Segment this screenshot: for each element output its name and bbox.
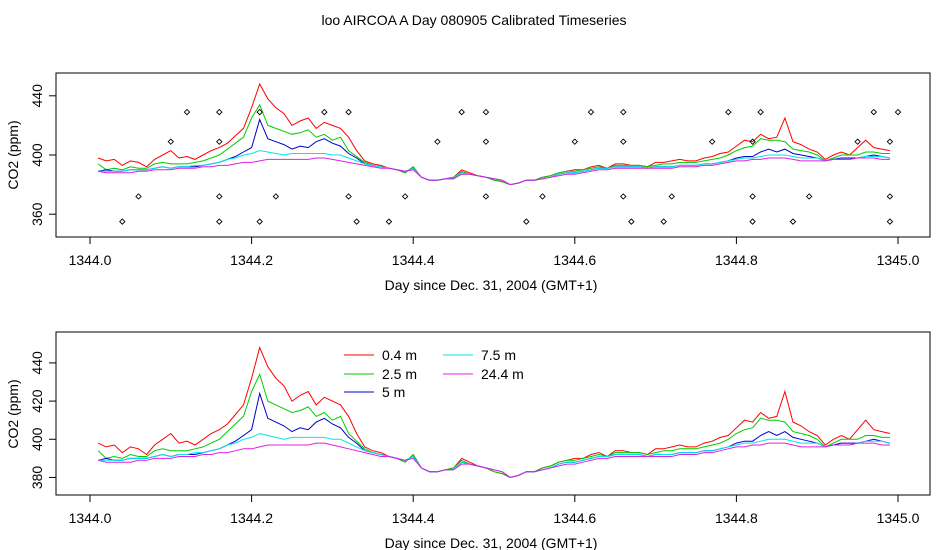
diamond-marker (256, 218, 263, 225)
diamond-marker (620, 138, 627, 145)
top-panel: 1344.0 1344.2 1344.4 1344.6 1344.8 1345.0 360… (5, 72, 931, 293)
y-tick-label: 440 (29, 351, 45, 375)
diamond-marker (628, 218, 635, 225)
diamond-marker (345, 108, 352, 116)
diamond-marker (749, 138, 756, 145)
series-line-2-5-m (97, 373, 890, 479)
x-tick-label: 1344.2 (230, 252, 273, 268)
diamond-marker (135, 193, 142, 200)
bottom-y-axis-label: CO2 (ppm) (5, 379, 21, 448)
diamond-marker (482, 193, 490, 200)
diamond-marker (886, 138, 894, 145)
series-line-5-m (98, 118, 890, 186)
y-tick-label: 400 (29, 427, 45, 451)
diamond-marker (216, 193, 223, 200)
diamond-marker (216, 138, 223, 145)
y-tick-label: 360 (29, 202, 45, 226)
top-x-axis-label: Day since Dec. 31, 2004 (GMT+1) (385, 277, 598, 293)
figure-title: loo AIRCOA A Day 080905 Calibrated Times… (321, 12, 626, 28)
diamond-marker (119, 218, 126, 225)
y-tick-label: 440 (29, 84, 45, 108)
diamond-marker (167, 138, 175, 145)
x-tick-label: 1345.0 (877, 510, 920, 526)
x-tick-label: 1344.8 (715, 252, 758, 268)
series-line-24-4-m (98, 157, 890, 186)
top-diamond-markers (119, 108, 902, 225)
series-line-24-4-m (97, 442, 890, 479)
top-y-axis-label: CO2 (ppm) (5, 120, 21, 189)
diamond-marker (620, 193, 627, 200)
bottom-panel: 1344.0 1344.2 1344.4 1344.6 1344.8 1345.0 380… (5, 331, 931, 550)
diamond-marker (749, 193, 756, 200)
diamond-marker (660, 218, 667, 225)
diamond-marker (272, 193, 280, 200)
diamond-marker (749, 218, 756, 225)
series-line-0-4-m (97, 82, 890, 186)
legend: 0.4 m 2.5 m 5 m 7.5 m 24.4 m (344, 347, 524, 400)
x-tick-label: 1344.2 (230, 510, 273, 526)
diamond-marker (539, 193, 546, 200)
bottom-plot-frame (55, 331, 931, 496)
x-tick-label: 1344.0 (69, 510, 112, 526)
diamond-marker (523, 218, 530, 225)
diamond-marker (321, 108, 328, 116)
legend-label: 2.5 m (382, 366, 417, 382)
diamond-marker (571, 138, 579, 145)
y-tick-label: 400 (29, 143, 45, 167)
diamond-marker (789, 218, 797, 225)
y-tick-label: 380 (29, 466, 45, 490)
diamond-marker (385, 218, 393, 225)
diamond-marker (183, 108, 191, 116)
diamond-marker (870, 108, 877, 116)
diamond-marker (725, 108, 732, 116)
diamond-marker (482, 108, 490, 116)
diamond-marker (894, 108, 902, 116)
legend-label: 7.5 m (481, 347, 516, 363)
diamond-marker (401, 193, 409, 200)
diamond-marker (434, 138, 441, 145)
x-tick-label: 1344.0 (69, 252, 112, 268)
legend-label: 24.4 m (481, 366, 524, 382)
x-tick-label: 1344.4 (392, 510, 435, 526)
top-x-axis: 1344.0 1344.2 1344.4 1344.6 1344.8 1345.0 (69, 237, 920, 268)
bottom-series-lines (97, 346, 891, 479)
diamond-marker (886, 218, 894, 225)
diamond-marker (345, 193, 352, 200)
series-line-2-5-m (97, 103, 890, 186)
diamond-marker (620, 108, 627, 116)
diamond-marker (708, 138, 716, 145)
legend-label: 0.4 m (382, 347, 417, 363)
diamond-marker (482, 138, 490, 145)
x-tick-label: 1344.8 (715, 510, 758, 526)
diamond-marker (587, 108, 595, 116)
x-tick-label: 1344.4 (392, 252, 435, 268)
diamond-marker (854, 138, 861, 145)
bottom-x-axis-label: Day since Dec. 31, 2004 (GMT+1) (385, 535, 598, 550)
diamond-marker (886, 193, 894, 200)
x-tick-label: 1344.6 (553, 252, 596, 268)
diamond-marker (757, 108, 764, 116)
top-y-axis: 360 400 440 (29, 84, 56, 226)
diamond-marker (216, 108, 223, 116)
top-series-lines (97, 82, 890, 186)
diamond-marker (458, 108, 465, 116)
diamond-marker (805, 193, 813, 200)
bottom-y-axis: 380 400 420 440 (29, 351, 56, 489)
series-line-5-m (97, 391, 891, 479)
legend-label: 5 m (382, 384, 405, 400)
diamond-marker (216, 218, 223, 225)
bottom-x-axis: 1344.0 1344.2 1344.4 1344.6 1344.8 1345.0 (69, 495, 920, 526)
diamond-marker (256, 108, 263, 116)
x-tick-label: 1345.0 (877, 252, 920, 268)
x-tick-label: 1344.6 (553, 510, 596, 526)
y-tick-label: 420 (29, 389, 45, 413)
diamond-marker (353, 218, 360, 225)
diamond-marker (668, 193, 675, 200)
